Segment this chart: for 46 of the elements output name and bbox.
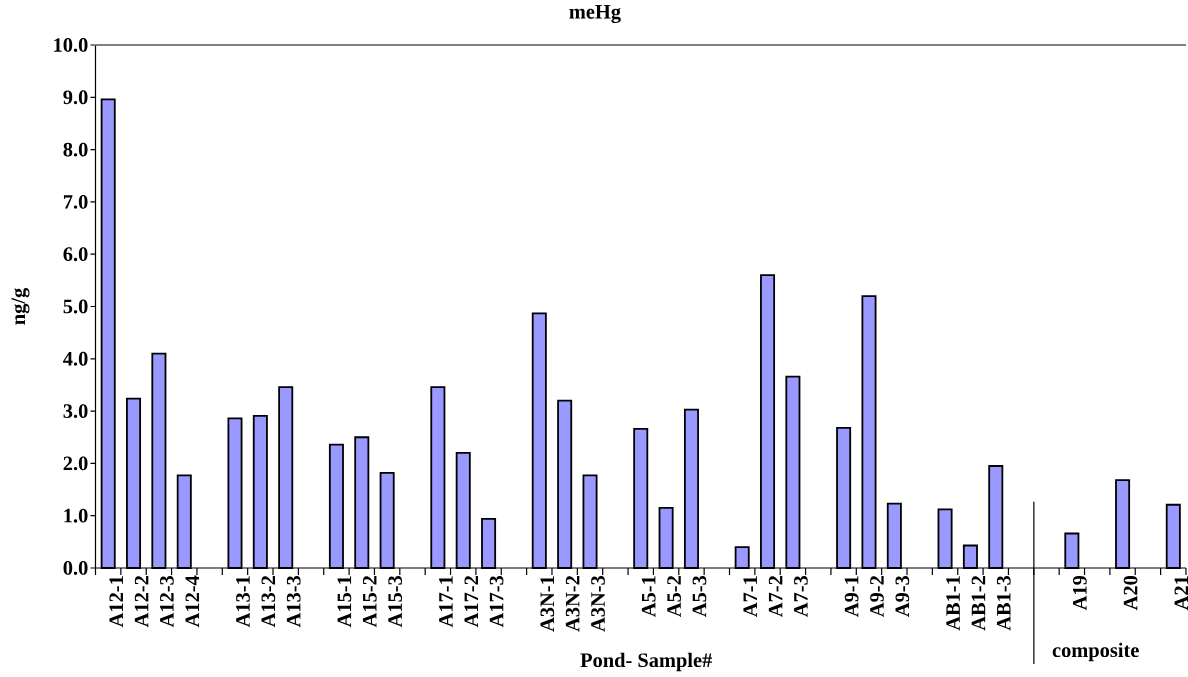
y-tick-label: 5.0	[63, 299, 88, 314]
y-tick-label: 0.0	[63, 561, 88, 575]
y-tick-label: 2.0	[63, 456, 88, 471]
x-tick-label: A7-3	[794, 575, 808, 617]
y-tick-label: 10.0	[54, 38, 88, 52]
x-tick-label: AB1-2	[971, 576, 986, 631]
x-tick-label: A13-3	[286, 575, 301, 628]
x-tick-label: A19	[1073, 575, 1087, 611]
x-tick-label: A9-2	[870, 576, 884, 617]
x-tick-label: A3N-2	[565, 576, 580, 632]
x-tick-label: A15-2	[362, 576, 377, 628]
y-tick-label: 3.0	[63, 404, 88, 419]
x-tick-label: A12-3	[160, 575, 174, 628]
x-tick-label: A5-1	[641, 576, 656, 617]
chart-title: meHg	[569, 5, 621, 23]
x-tick-label: A15-1	[337, 576, 352, 628]
x-tick-label: A17-1	[439, 576, 453, 628]
x-tick-label: A21	[1174, 576, 1188, 611]
y-tick-label: 1.0	[64, 508, 88, 523]
x-axis-title: Pond- Sample#	[580, 652, 712, 672]
x-tick-label: AB1-1	[946, 576, 960, 631]
x-tick-label: A13-1	[236, 576, 250, 628]
x-tick-label: A5-2	[667, 576, 681, 617]
x-tick-label: A12-4	[185, 575, 200, 628]
x-tick-label: A3N-3	[591, 575, 605, 632]
y-axis-title: ng/g	[11, 287, 30, 325]
text: composite	[1052, 642, 1139, 662]
y-tick-label: 8.0	[63, 142, 88, 157]
y-tick-label: 6.0	[63, 247, 88, 262]
x-tick-label: A5-3	[692, 575, 707, 617]
y-tick-label: 4.0	[63, 351, 88, 366]
x-tick-label: A15-3	[388, 575, 403, 628]
x-tick-label: A7-1	[743, 576, 757, 617]
x-tick-label: A20	[1123, 575, 1138, 611]
x-tick-label: A9-1	[844, 576, 859, 617]
y-tick-label: 7.0	[63, 194, 88, 209]
x-tick-label: A17-2	[464, 576, 478, 628]
x-tick-label: A9-3	[895, 575, 910, 617]
x-tick-label: A7-2	[768, 576, 783, 617]
x-tick-label: A3N-1	[540, 576, 555, 632]
x-tick-label: A12-2	[134, 576, 149, 628]
x-tick-label: A17-3	[489, 575, 504, 628]
x-tick-label: A12-1	[109, 576, 123, 628]
x-tick-label: A13-2	[261, 576, 276, 628]
y-tick-label: 9.0	[63, 90, 88, 105]
x-tick-label: AB1-3	[996, 575, 1011, 631]
